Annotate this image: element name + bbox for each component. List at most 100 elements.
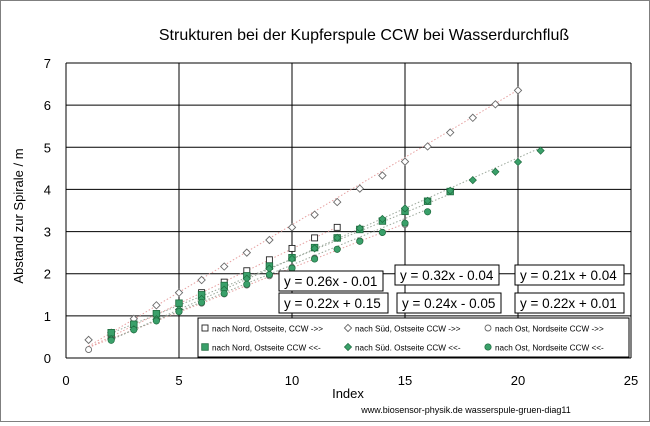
equation-box: [394, 264, 500, 286]
equation-text: y = 0.24x - 0.05: [402, 296, 495, 311]
data-point-square-open: [333, 223, 341, 231]
tick-labels: 0 5 10 15 20 25 0 1 2 3 4 5 6 7: [44, 56, 638, 388]
data-point-circle-filled: [243, 280, 251, 288]
equation-text: y = 0.32x - 0.04: [400, 268, 494, 283]
data-point-circle-filled: [311, 255, 319, 263]
legend-marker: [201, 324, 209, 332]
data-point-circle-filled: [401, 219, 409, 227]
x-tick-label: 20: [511, 373, 525, 388]
data-point-circle-filled: [220, 289, 228, 298]
legend-label: nach Süd, Ostseite CCW ->>: [355, 325, 461, 334]
trendline-equation: y = 0.32x - 0.04: [394, 264, 500, 286]
grid: [65, 62, 632, 359]
data-point-square-open: [265, 256, 273, 264]
data-point-diamond-filled: [310, 244, 319, 253]
data-point-circle-filled: [424, 208, 432, 216]
data-point-diamond-open: [445, 128, 455, 137]
data-point-diamond-open: [265, 235, 274, 245]
data-point-diamond-open: [355, 184, 365, 193]
data-point-diamond-open: [287, 223, 297, 232]
data-point-diamond-filled: [333, 233, 342, 242]
trendline-equation: y = 0.26x - 0.01: [278, 270, 384, 292]
y-tick-label: 4: [44, 182, 51, 197]
equation-box: [514, 292, 625, 314]
y-tick-label: 6: [44, 98, 51, 113]
legend-label: nach Nord, Ostseite, CCW ->>: [212, 325, 323, 334]
data-point-diamond-open: [491, 100, 500, 109]
y-tick-label: 1: [44, 309, 51, 324]
data-point-diamond-filled: [287, 254, 297, 264]
data-point-diamond-open: [152, 301, 161, 310]
legend-label: nach Ost, Nordseite CCW ->>: [495, 325, 604, 334]
equation-text: y = 0.21x + 0.04: [520, 268, 617, 283]
y-tick-label: 7: [44, 56, 51, 71]
data-point-diamond-open: [84, 335, 93, 345]
credit-text: www.biosensor-physik.de wasserspule-grue…: [360, 405, 570, 415]
legend-marker: [484, 343, 492, 351]
data-point-diamond-filled: [446, 186, 455, 195]
legend: nach Nord, Ostseite, CCW ->> nach Süd, Os…: [197, 317, 630, 358]
data-point-circle-filled: [152, 317, 160, 325]
legend-entry: nach Ost, Nordseite CCW <<-: [484, 343, 604, 353]
y-tick-label: 3: [44, 225, 51, 240]
y-tick-label: 0: [44, 351, 51, 366]
legend-marker: [343, 342, 353, 352]
data-point-diamond-filled: [536, 146, 545, 155]
legend-box: [197, 317, 630, 358]
legend-marker: [484, 324, 492, 332]
equation-box: [278, 270, 384, 292]
legend-marker: [201, 343, 209, 351]
data-point-square-open: [288, 244, 296, 252]
data-point-diamond-open: [242, 248, 252, 257]
y-tick-label: 5: [44, 140, 51, 155]
legend-label: nach Ost, Nordseite CCW <<-: [495, 344, 604, 353]
data-point-circle-filled: [175, 308, 183, 316]
data-point-diamond-open: [174, 288, 184, 297]
data-point-diamond-open: [468, 113, 478, 123]
equation-box: [396, 292, 502, 314]
legend-label: nach Nord, Ostseite CCW <<-: [212, 344, 321, 353]
equation-box: [278, 292, 389, 314]
data-point-diamond-filled: [513, 157, 523, 167]
data-point-circle-filled: [130, 326, 138, 334]
data-point-diamond-filled: [468, 176, 477, 185]
equation-text: y = 0.22x + 0.01: [520, 296, 617, 311]
data-point-square-open: [311, 234, 319, 242]
data-point-diamond-open: [400, 157, 410, 166]
data-point-diamond-open: [197, 275, 206, 285]
x-tick-label: 5: [175, 373, 182, 388]
data-point-circle-filled: [356, 237, 364, 245]
equation-box: [514, 264, 625, 286]
data-point-circle-filled: [333, 245, 341, 253]
data-point-diamond-open: [219, 262, 229, 271]
trendline: [88, 226, 338, 348]
x-tick-label: 15: [398, 373, 412, 388]
data-point-diamond-open: [423, 142, 432, 151]
data-point-diamond-open: [310, 210, 319, 219]
data-point-diamond-filled: [378, 214, 387, 224]
data-point-diamond-open: [332, 197, 342, 207]
legend-entry: nach Nord, Ostseite CCW <<-: [201, 343, 321, 353]
legend-entry: nach Süd, Ostseite CCW ->>: [343, 323, 461, 334]
data-point-circle-open: [85, 346, 93, 354]
trendline-equation: y = 0.22x + 0.15: [278, 292, 389, 314]
trendline-equation: y = 0.22x + 0.01: [514, 292, 625, 314]
trendline-equation: y = 0.21x + 0.04: [514, 264, 625, 286]
trendline: [110, 147, 541, 341]
y-axis-label: Abstand zur Spirale / m: [11, 148, 26, 283]
trendline-equation: y = 0.24x - 0.05: [396, 292, 502, 314]
trendline-equations: y = 0.26x - 0.01 y = 0.32x - 0.04 y = 0.21…: [278, 264, 625, 314]
data-point-diamond-open: [513, 86, 523, 95]
data-point-circle-filled: [378, 228, 386, 236]
legend-entry: nach Süd. Ostseite CCW <<-: [343, 342, 461, 353]
data-point-circle-filled: [288, 264, 296, 272]
data-point-diamond-filled: [423, 196, 432, 205]
data-point-diamond-filled: [400, 204, 410, 213]
x-tick-label: 25: [624, 373, 638, 388]
data-point-circle-filled: [198, 298, 206, 306]
equation-text: y = 0.26x - 0.01: [284, 274, 377, 289]
trendline: [111, 208, 428, 340]
equation-text: y = 0.22x + 0.15: [284, 296, 381, 311]
